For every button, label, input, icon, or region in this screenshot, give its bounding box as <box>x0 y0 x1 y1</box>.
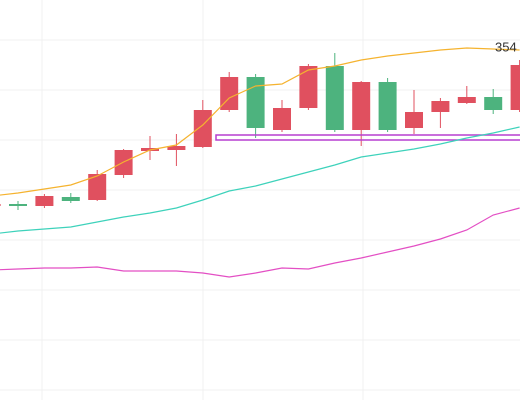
last-value-label: 354 <box>495 39 517 54</box>
ma-line <box>0 47 520 196</box>
candle-body <box>9 204 27 206</box>
ma-line <box>0 207 520 278</box>
candle-body <box>378 82 397 130</box>
candle-body <box>325 66 344 130</box>
candle-body <box>431 101 450 112</box>
candle-body <box>246 77 265 128</box>
candle-body <box>484 97 503 110</box>
candle-body <box>35 196 54 206</box>
price-band <box>215 134 520 141</box>
candle-body <box>167 146 186 150</box>
candle-body <box>273 108 291 130</box>
candle-body <box>88 174 107 200</box>
candle-body <box>0 204 1 206</box>
candle-body <box>299 66 318 108</box>
candle-body <box>510 65 520 110</box>
candle-body <box>405 112 423 128</box>
candle-body <box>457 97 476 103</box>
candle-body <box>193 110 212 147</box>
ma-line <box>0 126 520 234</box>
candle-body <box>61 197 80 201</box>
candle-body <box>352 82 371 130</box>
